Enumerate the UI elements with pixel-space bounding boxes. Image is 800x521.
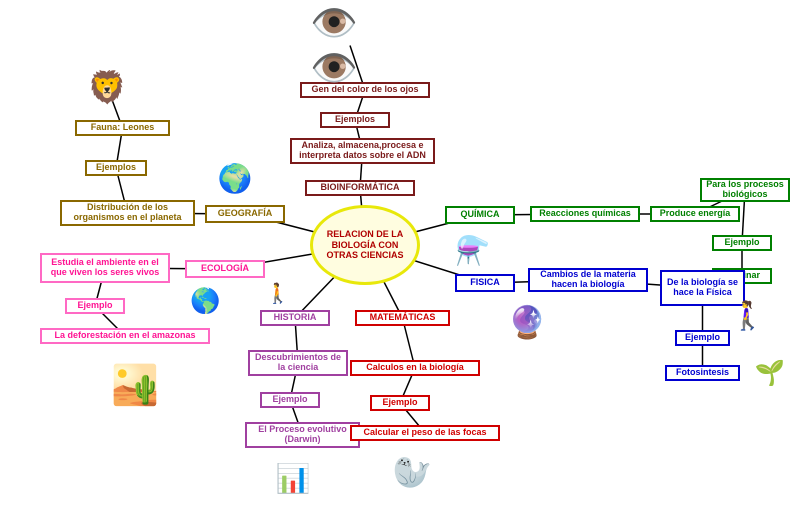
node-eco_def: La deforestación en el amazonas [40, 328, 210, 344]
node-quim_prod: Produce energía [650, 206, 740, 222]
node-mat_ej: Ejemplo [370, 395, 430, 411]
center-node: RELACION DE LA BIOLOGÍA CON OTRAS CIENCI… [310, 205, 420, 285]
image-world-hand: 🌎 [188, 283, 223, 318]
node-geo_ej: Ejemplos [85, 160, 147, 176]
image-globe: 🌍 [215, 158, 255, 198]
concept-map-canvas: RELACION DE LA BIOLOGÍA CON OTRAS CIENCI… [0, 0, 800, 521]
image-seal: 🦭 [385, 450, 440, 495]
node-geo_dist: Distribución de los organismos en el pla… [60, 200, 195, 226]
image-chem: ⚗️ [445, 230, 500, 270]
node-hist: HISTORIA [260, 310, 330, 326]
image-plant: 🌱 [750, 355, 790, 390]
image-walkers: 🚶‍♀️ [720, 295, 775, 335]
node-quim_ej: Ejemplo [712, 235, 772, 251]
node-geo_fauna: Fauna: Leones [75, 120, 170, 136]
node-mat: MATEMÁTICAS [355, 310, 450, 326]
node-fis_foto: Fotosintesis [665, 365, 740, 381]
image-lion: 🦁 [80, 65, 135, 110]
node-bio_ej: Ejemplos [320, 112, 390, 128]
node-hist_desc: Descubrimientos de la ciencia [248, 350, 348, 376]
node-mat_calc: Calculos en la biología [350, 360, 480, 376]
node-fis_camb: Cambios de la materia hacen la biología [528, 268, 648, 292]
node-hist_ej: Ejemplo [260, 392, 320, 408]
node-geo: GEOGRAFÍA [205, 205, 285, 223]
node-bio: BIOINFORMÁTICA [305, 180, 415, 196]
image-hands: 🔮 [500, 300, 555, 345]
node-quim_reac: Reacciones químicas [530, 206, 640, 222]
image-evolution: 🚶 [258, 280, 298, 308]
node-quim: QUÍMICA [445, 206, 515, 224]
image-evol-chart: 📊 [268, 458, 318, 498]
image-desert: 🏜️ [95, 358, 175, 413]
node-mat_focas: Calcular el peso de las focas [350, 425, 500, 441]
node-fis: FISICA [455, 274, 515, 292]
node-eco_ej: Ejemplo [65, 298, 125, 314]
node-eco: ECOLOGÍA [185, 260, 265, 278]
image-eyes: 👁️👁️ [310, 18, 390, 73]
node-eco_amb: Estudia el ambiente en el que viven los … [40, 253, 170, 283]
node-bio_desc: Analiza, almacena,procesa e interpreta d… [290, 138, 435, 164]
node-quim_proc: Para los procesos biológicos [700, 178, 790, 202]
node-hist_darwin: El Proceso evolutivo (Darwin) [245, 422, 360, 448]
